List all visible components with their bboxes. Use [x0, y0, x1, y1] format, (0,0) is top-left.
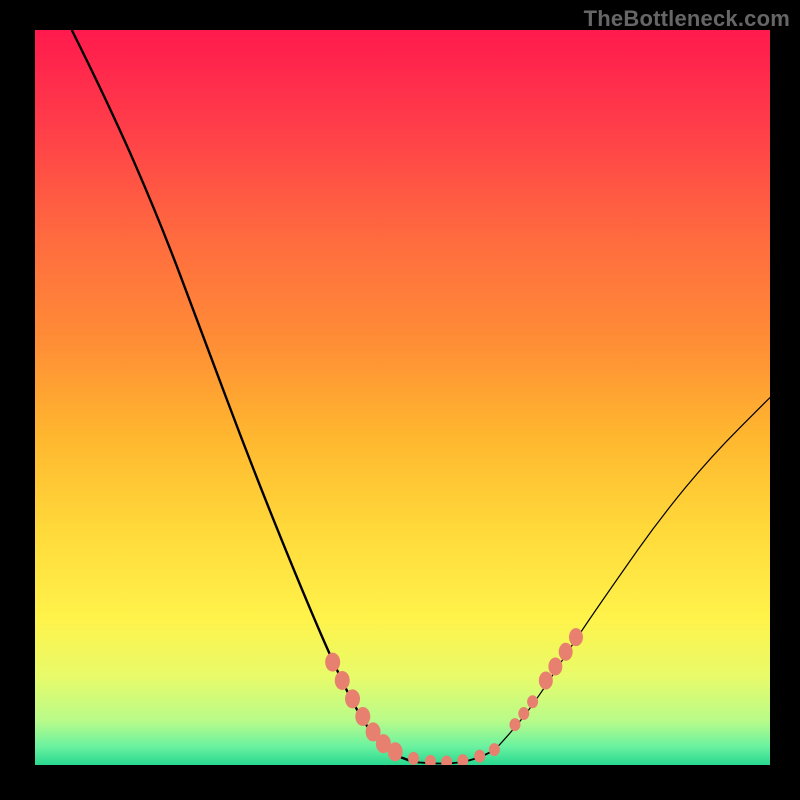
marker-point: [408, 752, 419, 765]
marker-point: [388, 742, 403, 761]
marker-point: [325, 653, 340, 672]
marker-point: [345, 689, 360, 708]
marker-point: [489, 743, 500, 756]
marker-point: [335, 671, 350, 690]
marker-point: [569, 628, 583, 646]
chart-background: [35, 30, 770, 765]
marker-point: [539, 671, 553, 689]
marker-point: [355, 707, 370, 726]
marker-point: [527, 695, 538, 708]
chart-svg: [0, 0, 800, 800]
chart-container: TheBottleneck.com: [0, 0, 800, 800]
marker-point: [509, 718, 520, 731]
marker-point: [559, 643, 573, 661]
marker-point: [548, 658, 562, 676]
marker-point: [474, 750, 485, 763]
watermark-text: TheBottleneck.com: [584, 6, 790, 32]
marker-point: [518, 707, 529, 720]
